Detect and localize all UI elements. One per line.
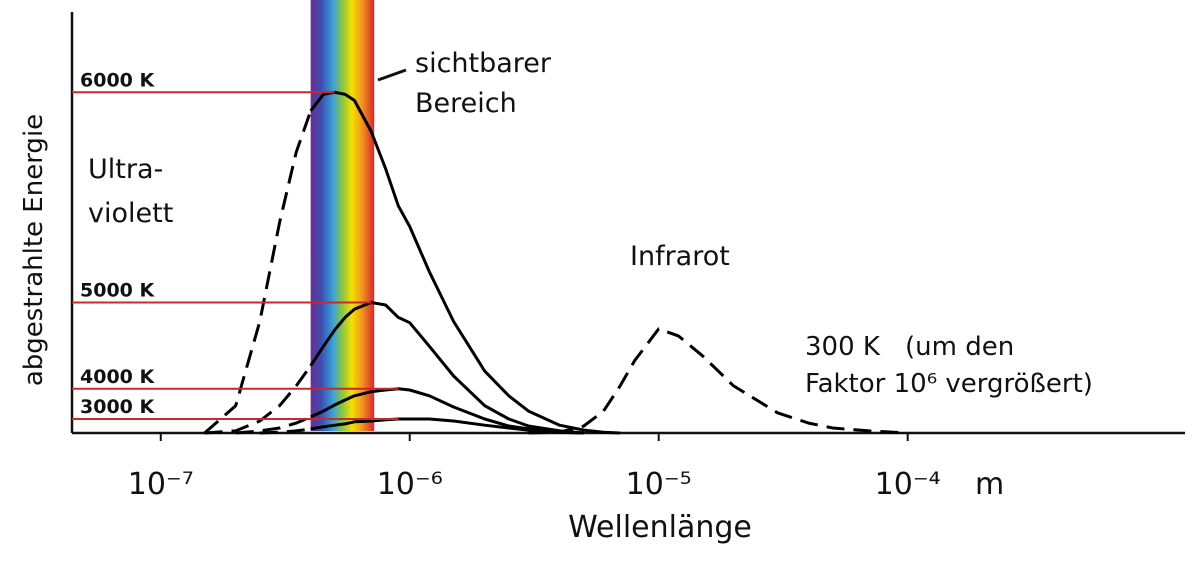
band-layer (310, 0, 375, 431)
curve (309, 301, 584, 435)
series-label: 3000 K (80, 396, 155, 418)
x-axis-label: Wellenlänge (568, 510, 752, 545)
curve-dashed (528, 327, 908, 435)
curve-dashed (259, 427, 311, 435)
annotation: sichtbarer (415, 48, 552, 79)
curve-dashed (235, 415, 312, 435)
curve-dashed (203, 110, 313, 435)
series-label: 300 K (805, 332, 881, 362)
annotation: Faktor 10⁶ vergrößert) (805, 369, 1093, 399)
annotation: Infrarot (630, 241, 730, 272)
annotation: violett (88, 198, 173, 229)
series-label: 6000 K (80, 69, 155, 91)
y-axis-label: abgestrahlte Energie (19, 114, 49, 386)
x-unit: m (975, 467, 1004, 502)
x-tick-label: 10⁻⁵ (626, 467, 692, 502)
series-label: 4000 K (80, 366, 155, 388)
annotation-pointer (377, 68, 407, 82)
curve-dashed (204, 364, 312, 435)
curve (310, 417, 584, 435)
annotation: (um den (905, 332, 1014, 362)
annotation: Bereich (415, 88, 517, 119)
series-label: 5000 K (80, 279, 155, 301)
visible-band (310, 0, 375, 431)
curve (310, 387, 584, 435)
curve (309, 90, 621, 435)
x-tick-label: 10⁻⁶ (377, 467, 443, 502)
x-tick-label: 10⁻⁴ (875, 467, 941, 502)
annotation: Ultra- (88, 154, 163, 185)
x-tick-label: 10⁻⁷ (128, 467, 194, 502)
